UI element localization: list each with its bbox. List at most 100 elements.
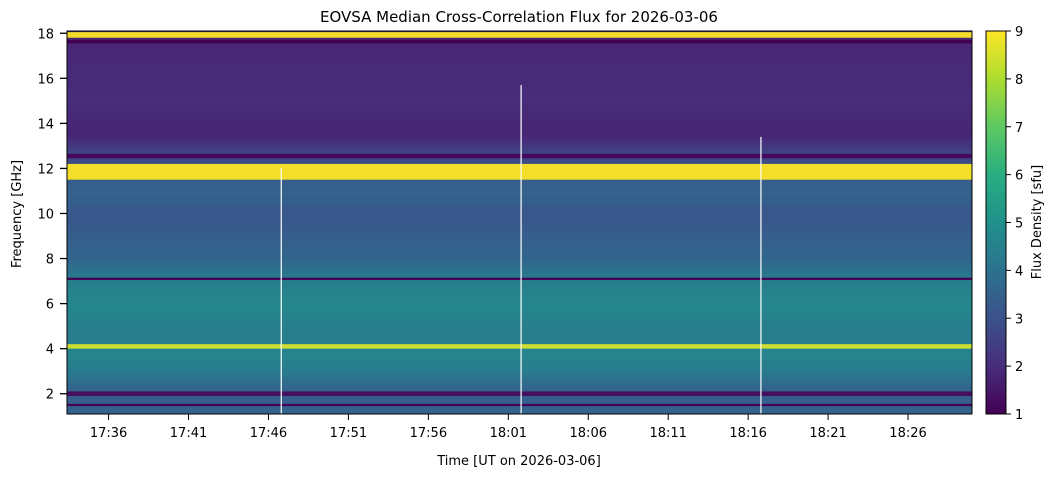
heatmap-strip — [67, 202, 972, 207]
heatmap-strip — [67, 353, 972, 357]
heatmap-strip — [67, 397, 972, 402]
heatmap-strip — [67, 292, 972, 297]
plot-frame — [66, 30, 973, 415]
heatmap-strip — [67, 220, 972, 226]
heatmap-strip — [67, 262, 972, 267]
bright-band — [67, 32, 972, 38]
heatmap-strip — [67, 143, 972, 148]
heatmap-strip — [67, 338, 972, 342]
heatmap-strip — [67, 303, 972, 308]
x-tick-label: 17:46 — [250, 426, 287, 441]
colorbar-tick-label: 3 — [1015, 312, 1023, 327]
heatmap-strip — [67, 63, 972, 72]
heatmap-strip — [67, 400, 972, 405]
heatmap-strip — [67, 184, 972, 192]
x-tick-label: 17:41 — [170, 426, 207, 441]
heatmap-strip — [67, 362, 972, 366]
heatmap-strip — [67, 78, 972, 87]
heatmap-strip — [67, 213, 972, 218]
x-tick-label: 17:51 — [330, 426, 367, 441]
heatmap-strip — [67, 134, 972, 139]
y-tick-label: 18 — [37, 27, 54, 42]
colorbar-tick-label: 7 — [1015, 121, 1023, 136]
heatmap-strip — [67, 281, 972, 286]
heatmap-strip — [67, 112, 972, 119]
y-tick-label: 12 — [37, 162, 54, 177]
heatmap-strip — [67, 335, 972, 339]
heatmap-strip — [67, 224, 972, 230]
heatmap-strip — [67, 129, 972, 136]
heatmap-strip — [67, 117, 972, 124]
bright-band — [67, 163, 972, 180]
heatmap-strip — [67, 232, 972, 237]
heatmap-strip — [67, 123, 972, 130]
heatmap-strip — [67, 332, 972, 336]
heatmap-strip — [67, 146, 972, 151]
heatmap-strip — [67, 351, 972, 354]
heatmap-strip — [67, 137, 972, 142]
heatmap-strip — [67, 194, 972, 200]
heatmap-strip — [67, 407, 972, 412]
heatmap-strip — [67, 51, 972, 57]
y-tick-label: 6 — [46, 298, 54, 313]
colorbar-tick-label: 4 — [1015, 264, 1023, 279]
heatmap-strip — [67, 209, 972, 215]
bright-band — [67, 344, 972, 349]
heatmap-area — [67, 31, 972, 414]
heatmap-strip — [67, 341, 972, 345]
heatmap-strip — [67, 70, 972, 79]
heatmap-strip — [67, 247, 972, 252]
heatmap-strip — [67, 378, 972, 384]
heatmap-strip — [67, 140, 972, 145]
y-axis: 2 4 6 8 10 12 14 16 18 — [37, 27, 67, 403]
heatmap-strip — [67, 314, 972, 320]
heatmap-strip — [67, 365, 972, 369]
heatmap-strip — [67, 382, 972, 387]
x-axis-label: Time [UT on 2026-03-06] — [436, 454, 601, 469]
x-axis: 17:36 17:41 17:46 17:51 17:56 18:01 18:06 18:11… — [90, 414, 927, 441]
heatmap-strip — [67, 159, 972, 167]
heatmap-strip — [67, 359, 972, 363]
heatmap-strip — [67, 311, 972, 316]
heatmap-strip — [67, 190, 972, 196]
x-tick-label: 18:16 — [729, 426, 766, 441]
y-tick-label: 8 — [46, 253, 54, 268]
y-axis-label: Frequency [GHz] — [10, 160, 25, 268]
colorbar — [985, 30, 1007, 415]
heatmap-strip — [67, 100, 972, 108]
heatmap-strip — [67, 254, 972, 260]
heatmap-strip — [67, 228, 972, 233]
chart-title: EOVSA Median Cross-Correlation Flux for … — [320, 8, 718, 26]
heatmap-strip — [67, 47, 972, 53]
colorbar-tick-label: 6 — [1015, 169, 1023, 184]
heatmap-strip — [67, 269, 972, 275]
y-tick-label: 16 — [37, 72, 54, 87]
x-tick-label: 17:36 — [90, 426, 127, 441]
y-tick-label: 2 — [46, 388, 54, 403]
heatmap-strip — [67, 322, 972, 327]
heatmap-strip — [67, 243, 972, 248]
heatmap-strip — [67, 258, 972, 263]
colorbar-tick-label: 1 — [1015, 408, 1023, 423]
y-tick-label: 14 — [37, 117, 54, 132]
heatmap-strip — [67, 236, 972, 241]
heatmap-strip — [67, 239, 972, 245]
heatmap-strip — [67, 217, 972, 222]
heatmap-strip — [67, 288, 972, 293]
heatmap-strip — [67, 386, 972, 391]
x-tick-label: 18:11 — [649, 426, 686, 441]
dark-band — [67, 153, 972, 159]
dark-band — [67, 391, 972, 396]
heatmap-strip — [67, 329, 972, 333]
heatmap-strip — [67, 284, 972, 290]
heatmap-strip — [67, 205, 972, 211]
heatmap-strip — [67, 307, 972, 312]
y-tick-label: 4 — [46, 343, 54, 358]
colorbar-tick-label: 5 — [1015, 217, 1023, 232]
heatmap-strip — [67, 93, 972, 102]
heatmap-strip — [67, 296, 972, 301]
heatmap-strip — [67, 149, 972, 154]
x-tick-label: 18:01 — [490, 426, 527, 441]
heatmap-strip — [67, 106, 972, 113]
